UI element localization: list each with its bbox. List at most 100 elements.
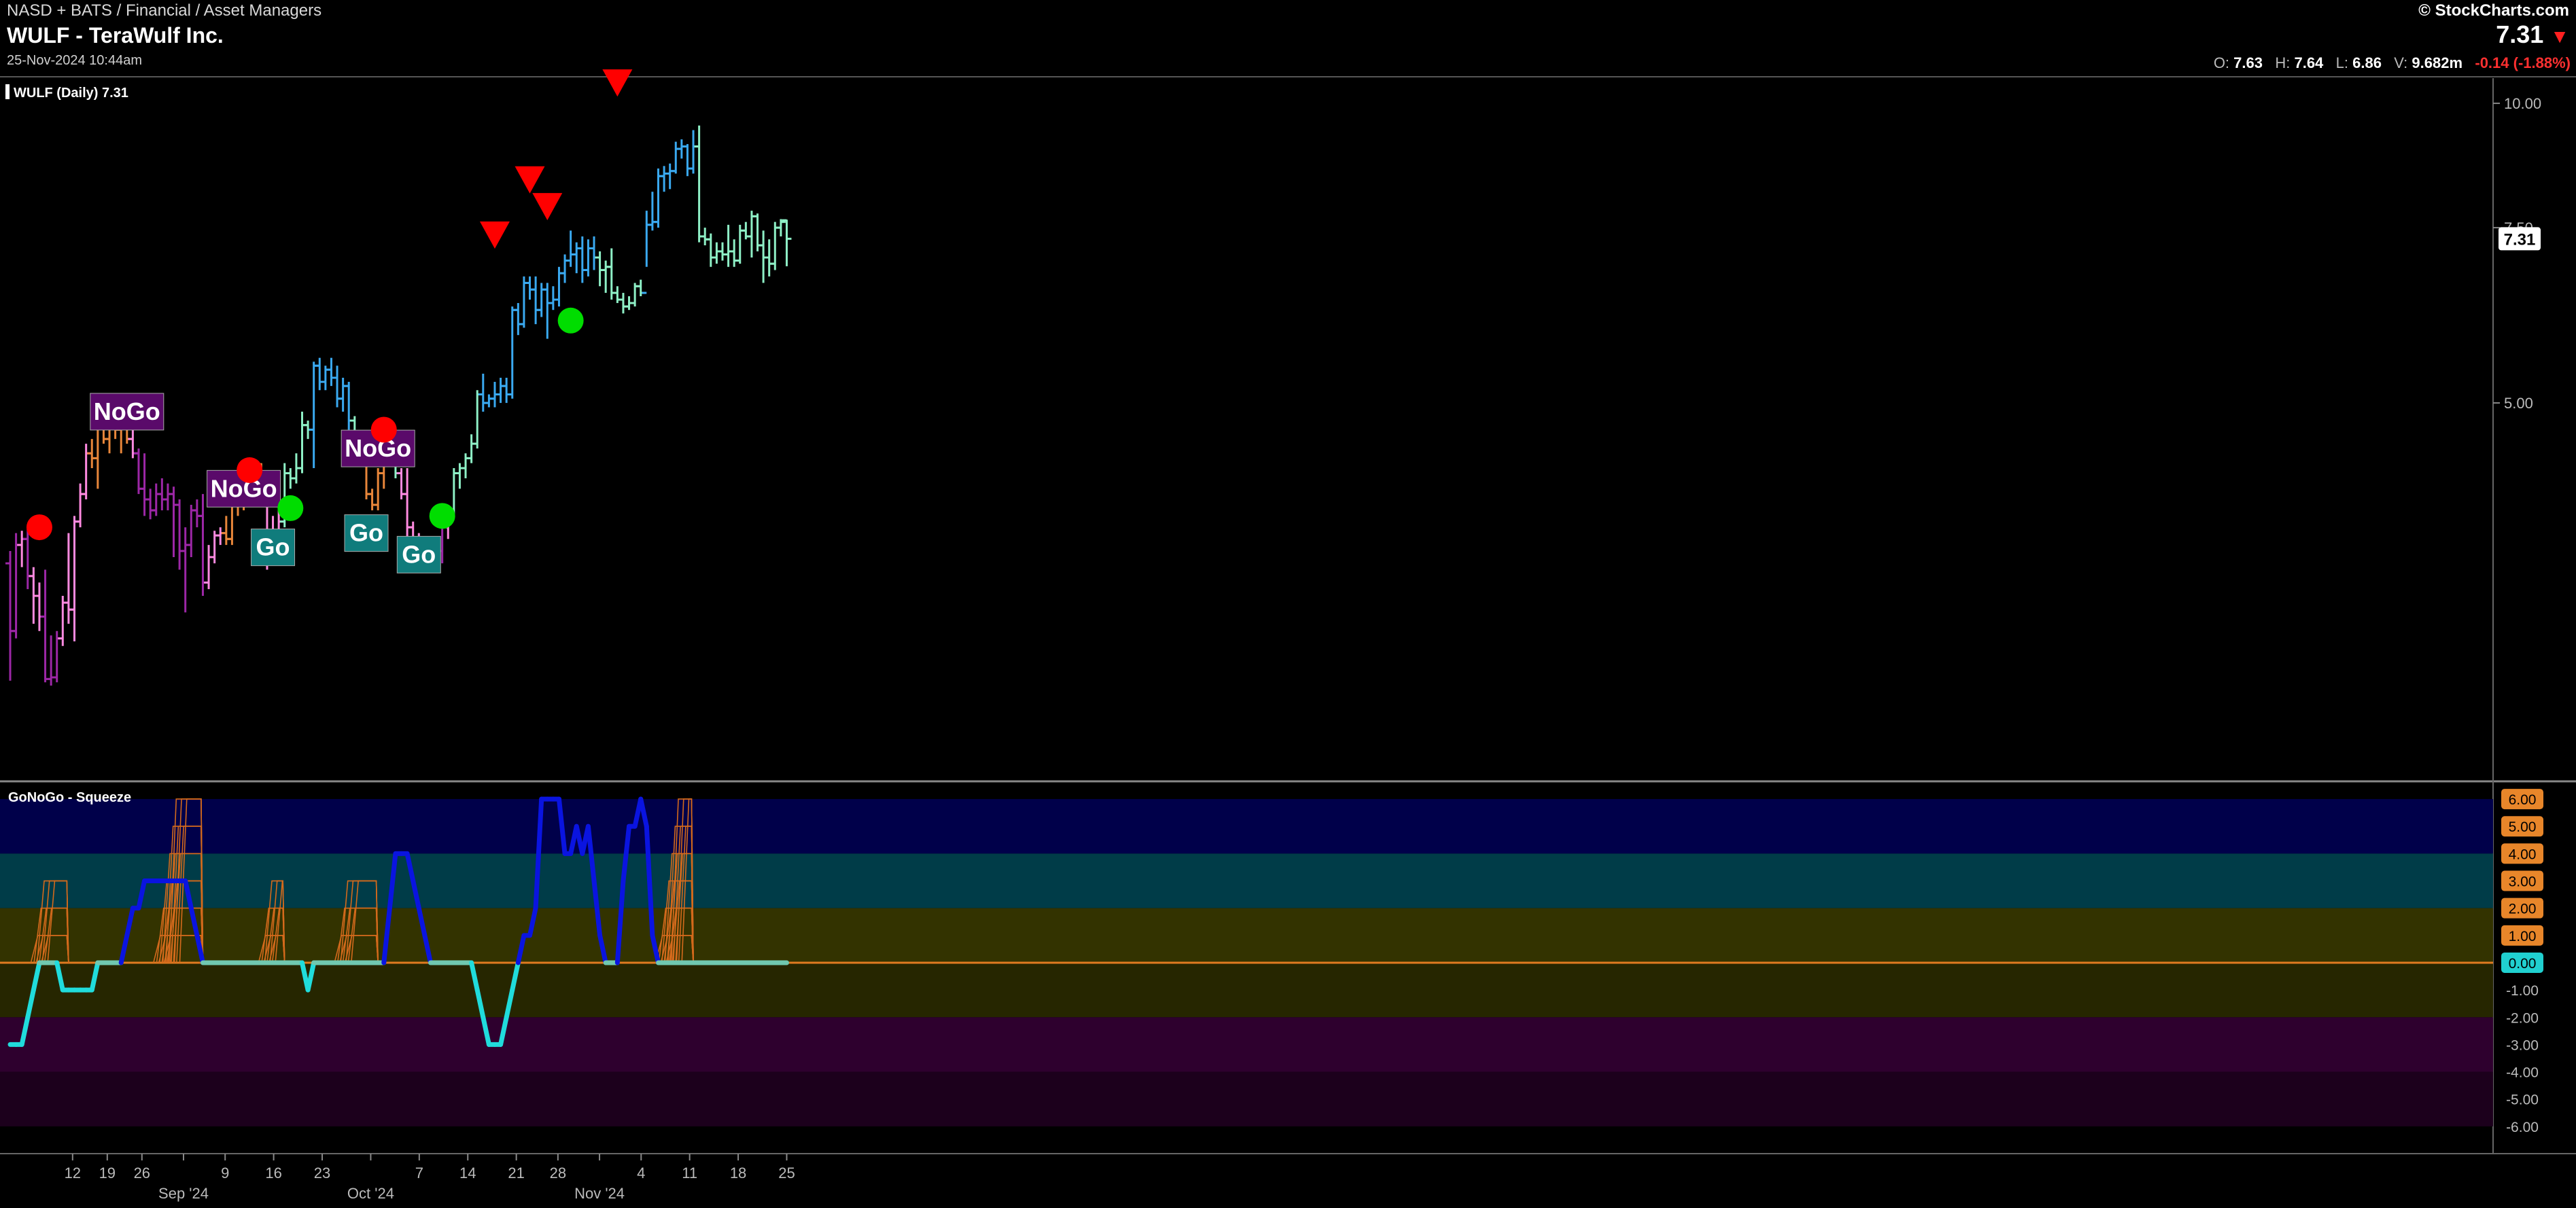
price-bar <box>373 468 383 511</box>
price-bar <box>776 219 786 236</box>
oscillator-ytick-badge <box>2501 789 2543 810</box>
oscillator-line-segment <box>89 960 101 993</box>
price-bar <box>531 276 541 325</box>
x-tick-label: Nov '24 <box>574 1185 625 1202</box>
oscillator-legend-label: GoNoGo - Squeeze <box>8 790 131 805</box>
oscillator-line-segment <box>474 987 486 1020</box>
chart-datetime: 25-Nov-2024 10:44am <box>7 53 143 68</box>
current-price-tag-label: 7.31 <box>2504 230 2536 249</box>
price-bar <box>145 488 156 520</box>
oscillator-line-segment <box>621 823 632 884</box>
price-bar <box>326 357 336 387</box>
price-bar <box>589 236 599 270</box>
price-bar <box>712 242 722 264</box>
red-dot-marker <box>237 457 263 483</box>
price-bar <box>618 293 628 314</box>
price-ytick-label: 5.00 <box>2504 395 2533 412</box>
price-bar <box>198 494 208 597</box>
x-tick-label: 12 <box>65 1165 81 1182</box>
price-bar <box>215 527 226 546</box>
price-ytick-label: 10.00 <box>2504 95 2541 112</box>
oscillator-ytick-label: -5.00 <box>2506 1092 2539 1108</box>
price-bar <box>69 516 80 642</box>
price-bar <box>186 505 196 557</box>
red-triangle-marker <box>479 221 510 249</box>
oscillator-ytick-label: 6.00 <box>2509 792 2537 808</box>
go-label: Go <box>349 519 383 547</box>
price-bar <box>548 286 558 310</box>
oscillator-line-segment <box>504 987 515 1020</box>
oscillator-band <box>0 1071 2493 1126</box>
price-bar <box>87 439 97 469</box>
oscillator-line-segment <box>638 796 649 829</box>
oscillator-line-segment <box>31 960 42 993</box>
oscillator-ytick-label: 5.00 <box>2509 819 2537 835</box>
price-bar <box>192 499 202 528</box>
oscillator-line-segment <box>188 906 200 938</box>
oscillator-line-segment <box>422 933 433 965</box>
price-bar <box>659 166 669 192</box>
price-bar <box>770 221 780 270</box>
price-bar <box>665 163 675 190</box>
oscillator-line-segment <box>481 1014 491 1047</box>
price-bar <box>180 527 190 613</box>
x-tick-label: Oct '24 <box>347 1185 394 1202</box>
x-tick-label: 14 <box>459 1165 476 1182</box>
price-bar <box>647 192 657 231</box>
oscillator-line-segment <box>585 823 597 884</box>
price-bar <box>5 550 15 681</box>
last-price-value: 7.31 <box>2496 20 2544 48</box>
red-triangle-marker <box>515 166 545 194</box>
oscillator-ytick-badge <box>2501 925 2543 946</box>
x-tick-label: Sep '24 <box>158 1185 209 1202</box>
oscillator-ytick-badge <box>2501 952 2543 973</box>
high-label: H: <box>2275 54 2291 71</box>
oscillator-line-segment <box>510 960 521 993</box>
go-label-box <box>344 514 389 552</box>
price-bar <box>338 377 348 412</box>
price-bar <box>139 453 150 516</box>
oscillator-line-segment <box>591 878 603 938</box>
price-bar <box>642 211 652 294</box>
oscillator-ytick-label: -6.00 <box>2506 1120 2539 1135</box>
price-bar <box>204 545 214 590</box>
price-bar <box>466 434 476 463</box>
price-bar <box>689 130 699 174</box>
price-bar <box>542 283 553 339</box>
open-value: 7.63 <box>2233 54 2263 71</box>
price-bar <box>162 483 173 511</box>
oscillator-ytick-label: 2.00 <box>2509 902 2537 917</box>
x-tick-label: 21 <box>508 1165 524 1182</box>
price-bar <box>367 488 377 511</box>
oscillator-line-segment <box>515 933 527 965</box>
price-bar <box>676 139 686 159</box>
price-bar <box>309 361 319 469</box>
price-bar <box>565 230 576 267</box>
squeeze-fan-line <box>275 880 285 963</box>
oscillator-line-segment <box>124 906 135 938</box>
go-label: Go <box>256 533 290 561</box>
price-bar <box>723 224 733 267</box>
exchange-breadcrumb: NASD + BATS / Financial / Asset Managers <box>7 1 322 20</box>
oscillator-line-segment <box>194 933 205 965</box>
oscillator-ytick-label: 3.00 <box>2509 874 2537 890</box>
red-triangle-marker <box>602 69 633 97</box>
oscillator-band <box>0 962 2493 1018</box>
symbol-title: WULF - TeraWulf Inc. <box>7 23 224 48</box>
price-bar <box>472 390 483 449</box>
squeeze-fan-line <box>351 880 379 963</box>
oscillator-line-segment <box>381 906 392 965</box>
price-bar <box>536 283 546 317</box>
price-bar <box>151 483 161 516</box>
oscillator-line-segment <box>136 878 147 911</box>
price-bar <box>22 528 33 590</box>
price-bar <box>478 374 488 412</box>
low-label: L: <box>2335 54 2348 71</box>
price-bar <box>717 242 727 261</box>
x-tick-label: 26 <box>134 1165 150 1182</box>
price-bar <box>81 444 91 500</box>
price-bar <box>455 463 465 489</box>
oscillator-line-segment <box>527 906 538 938</box>
oscillator-ytick-label: 1.00 <box>2509 929 2537 944</box>
